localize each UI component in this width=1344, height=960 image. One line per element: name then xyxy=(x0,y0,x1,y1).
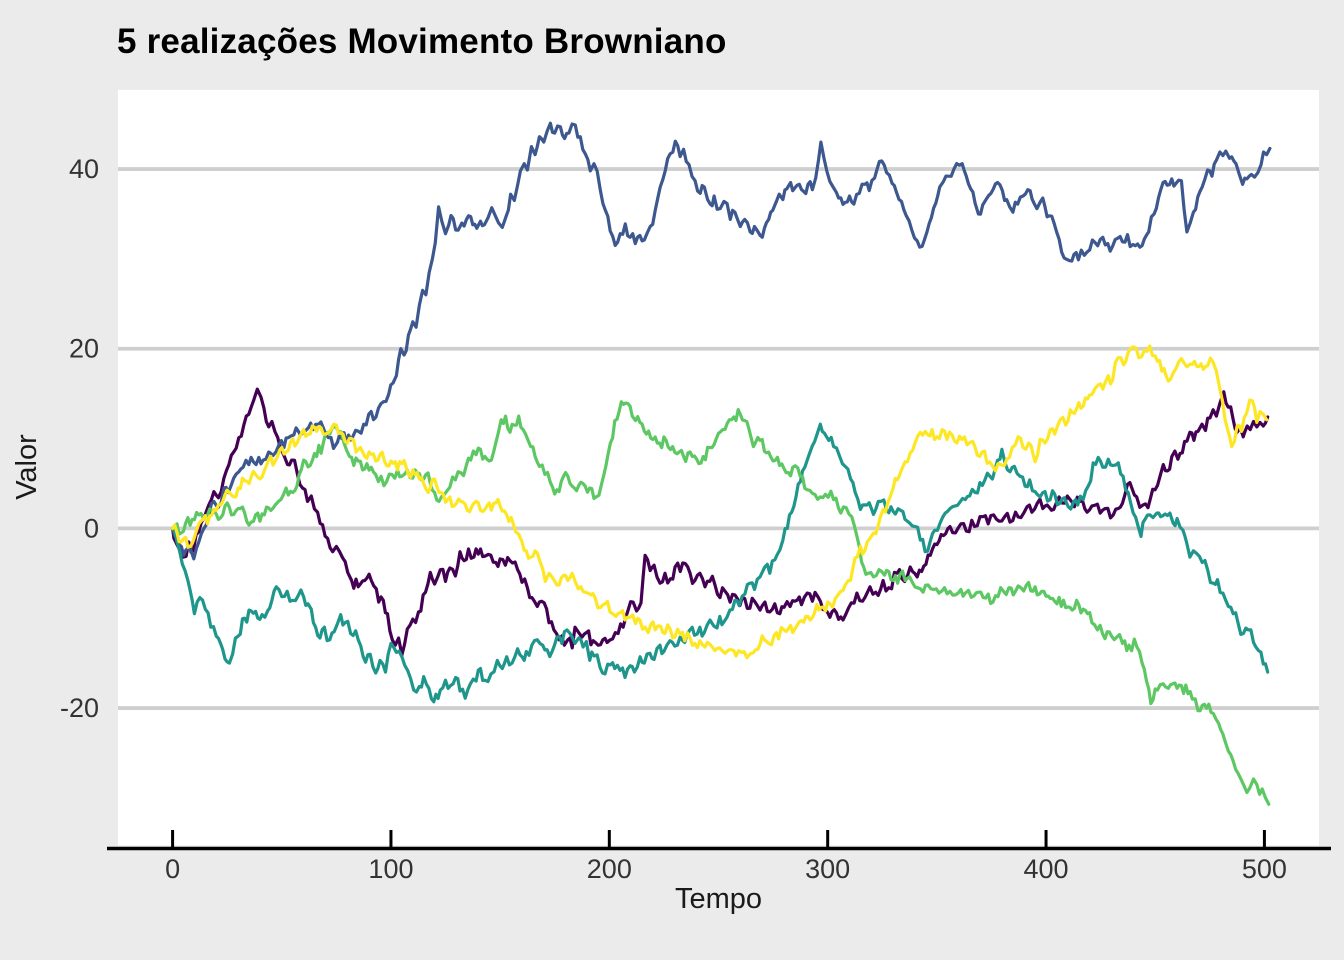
series-group xyxy=(171,121,1272,806)
y-axis-label: Valor xyxy=(11,434,43,500)
x-axis-label: Tempo xyxy=(675,883,762,915)
series-line-serie-3 xyxy=(171,422,1270,704)
chart-title: 5 realizações Movimento Browniano xyxy=(117,22,727,61)
series-line-serie-5 xyxy=(171,344,1269,660)
x-tick-label-200: 200 xyxy=(587,854,632,884)
x-tick-label-300: 300 xyxy=(805,854,850,884)
y-tick-label--20: -20 xyxy=(60,693,99,723)
y-tick-label-0: 0 xyxy=(84,513,99,543)
x-tick-label-0: 0 xyxy=(165,854,180,884)
x-tick-label-400: 400 xyxy=(1024,854,1069,884)
x-tick-label-500: 500 xyxy=(1242,854,1287,884)
series-line-serie-1 xyxy=(171,387,1270,657)
x-tick-label-100: 100 xyxy=(368,854,413,884)
series-line-serie-4 xyxy=(171,400,1271,806)
plot-panel xyxy=(118,90,1319,846)
y-tick-label-20: 20 xyxy=(69,334,99,364)
y-tick-label-40: 40 xyxy=(69,154,99,184)
